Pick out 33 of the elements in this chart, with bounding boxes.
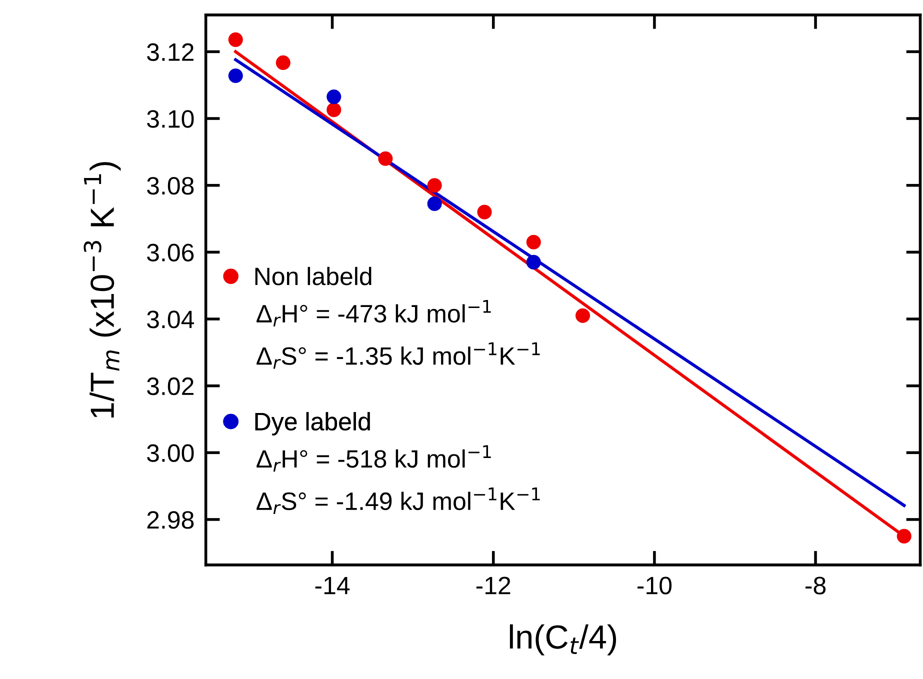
x-tick-label: -10 xyxy=(637,576,672,594)
point xyxy=(276,55,290,70)
point xyxy=(896,528,912,544)
y-tick-label: 3.08 xyxy=(147,176,194,195)
point xyxy=(526,234,541,250)
point xyxy=(228,32,243,47)
point xyxy=(228,68,243,84)
y-axis-title: 1/T$_{m}$ (x10$^{−3}$ K$^{−1}$) xyxy=(84,162,121,418)
y-tick-label: 3.02 xyxy=(147,377,194,396)
legend-label: Non labeld xyxy=(255,266,372,286)
y-tick-label: 3.00 xyxy=(147,444,194,462)
annotation: Δ$_{r}$S° = -1.35 kJ mol$^{−1}$K$^{−1}$ xyxy=(256,342,540,369)
annotation: Δ$_{r}$H° = -518 kJ mol$^{−1}$ xyxy=(256,445,491,472)
legend-label: Dye labeld xyxy=(255,412,370,436)
point xyxy=(378,151,393,166)
y-tick-label: 3.06 xyxy=(147,244,194,262)
x-tick-label: -12 xyxy=(476,576,510,594)
point xyxy=(477,204,492,220)
point xyxy=(575,308,590,323)
point xyxy=(326,102,342,118)
point xyxy=(326,90,342,104)
annotation: Δ$_{r}$S° = -1.49 kJ mol$^{−1}$K$^{−1}$ xyxy=(256,488,540,514)
x-axis-title: ln(C$_{t}$/4) xyxy=(510,624,616,656)
point xyxy=(427,196,442,212)
y-tick-label: 2.98 xyxy=(147,511,194,529)
x-tick-label: -14 xyxy=(315,576,350,594)
y-tick-label: 3.12 xyxy=(147,43,194,61)
x-tick-label: -8 xyxy=(806,576,826,594)
point xyxy=(427,178,442,193)
annotation: Δ$_{r}$H° = -473 kJ mol$^{−1}$ xyxy=(256,300,491,326)
point xyxy=(526,254,541,270)
y-tick-label: 3.10 xyxy=(147,110,194,128)
y-tick-label: 3.04 xyxy=(147,310,194,328)
